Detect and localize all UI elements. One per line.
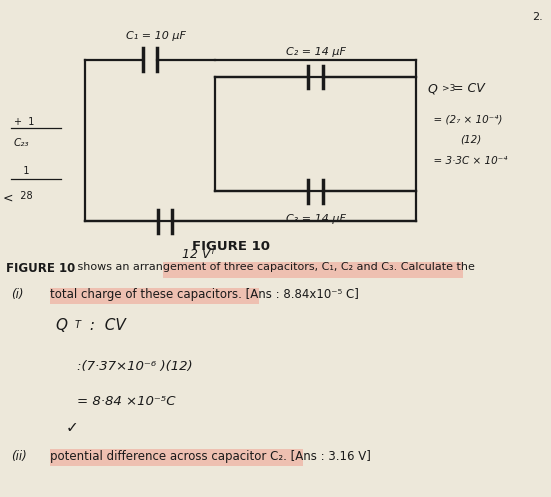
Text: C₃ = 14 μF: C₃ = 14 μF [285,214,345,224]
FancyBboxPatch shape [50,288,259,304]
Text: = CV: = CV [449,82,485,95]
Text: (12): (12) [460,134,482,144]
Text: :(7·37×10⁻⁶ )(12): :(7·37×10⁻⁶ )(12) [77,360,193,373]
Text: = (2₇ × 10⁻⁴): = (2₇ × 10⁻⁴) [427,114,503,124]
Text: :  CV: : CV [85,318,126,333]
Text: T: T [75,320,81,330]
Text: ✓: ✓ [66,420,79,435]
Text: Q: Q [55,318,67,333]
Text: FIGURE 10: FIGURE 10 [192,240,271,252]
Text: Q: Q [427,82,437,95]
Text: C₂₃: C₂₃ [14,138,29,148]
Text: shows an arrangement of three capacitors, C₁, C₂ and C₃. Calculate the: shows an arrangement of three capacitors… [74,262,476,272]
Text: 12 Vᵀ: 12 Vᵀ [182,248,215,261]
Text: <: < [3,191,13,204]
FancyBboxPatch shape [50,449,303,466]
Text: (i): (i) [11,288,24,301]
Text: 1: 1 [14,166,29,176]
Text: C₁ = 10 μF: C₁ = 10 μF [126,31,186,41]
Text: = 3·3C × 10⁻⁴: = 3·3C × 10⁻⁴ [427,156,507,166]
Text: >3: >3 [442,84,456,93]
Text: (ii): (ii) [11,450,27,463]
Text: 2.: 2. [532,12,543,22]
FancyBboxPatch shape [163,262,463,278]
Text: total charge of these capacitors. [Ans : 8.84x10⁻⁵ C]: total charge of these capacitors. [Ans :… [50,288,359,301]
Text: 28: 28 [14,191,33,201]
Text: C₂ = 14 μF: C₂ = 14 μF [285,47,345,57]
Text: FIGURE 10: FIGURE 10 [6,262,75,275]
Text: = 8·84 ×10⁻⁵C: = 8·84 ×10⁻⁵C [77,395,176,408]
Text: +  1: + 1 [14,117,34,127]
Text: potential difference across capacitor C₂. [Ans : 3.16 V]: potential difference across capacitor C₂… [50,450,370,463]
